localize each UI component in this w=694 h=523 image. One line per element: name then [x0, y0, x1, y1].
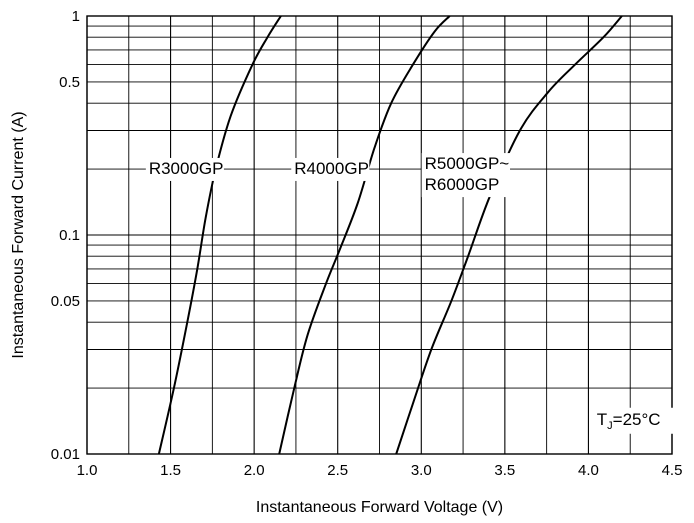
x-tick-label: 3.0 [411, 462, 432, 479]
y-tick-label: 0.01 [51, 446, 80, 463]
temperature-annotation: TJ=25°C [597, 410, 661, 432]
y-tick-label: 0.1 [59, 227, 80, 244]
label-background [291, 157, 370, 181]
label-background [145, 157, 224, 181]
temperature-subscript: J [607, 420, 613, 432]
x-tick-label: 1.5 [160, 462, 181, 479]
curve-label-text: R6000GP [425, 175, 500, 194]
curve-labels: R3000GP R4000GP R5000GP~ R6000GP [145, 153, 511, 198]
label-background [421, 153, 511, 198]
curve-label-text: R5000GP~ [425, 154, 510, 173]
minor-grid [87, 16, 672, 454]
x-tick-label: 1.0 [77, 462, 98, 479]
curve-label: R5000GP~ R6000GP [421, 153, 511, 198]
x-tick-label: 2.0 [244, 462, 265, 479]
y-tick-label: 0.05 [51, 293, 80, 310]
x-tick-label: 3.5 [494, 462, 515, 479]
series-line [278, 15, 451, 455]
y-tick-label: 1 [72, 8, 80, 25]
series-line [157, 15, 282, 455]
temperature-symbol: T [597, 410, 607, 429]
curve-label-text: R3000GP [149, 159, 224, 178]
x-tick-label: 4.0 [578, 462, 599, 479]
x-tick-label: 4.5 [662, 462, 683, 479]
y-tick-labels: 0.01 0.05 0.1 0.5 1 [51, 8, 80, 463]
temperature-value: =25°C [613, 410, 661, 429]
plot-frame [86, 15, 673, 455]
curve-label: R3000GP [145, 157, 224, 181]
annotation-background [592, 407, 685, 434]
curve-label-text: R4000GP [294, 159, 369, 178]
curve-label: R4000GP [291, 157, 370, 181]
x-axis-title: Instantaneous Forward Voltage (V) [256, 499, 503, 516]
y-axis-title: Instantaneous Forward Current (A) [10, 111, 27, 358]
y-tick-label: 0.5 [59, 74, 80, 91]
x-tick-labels: 1.0 1.5 2.0 2.5 3.0 3.5 4.0 4.5 [77, 462, 683, 479]
x-tick-label: 2.5 [327, 462, 348, 479]
